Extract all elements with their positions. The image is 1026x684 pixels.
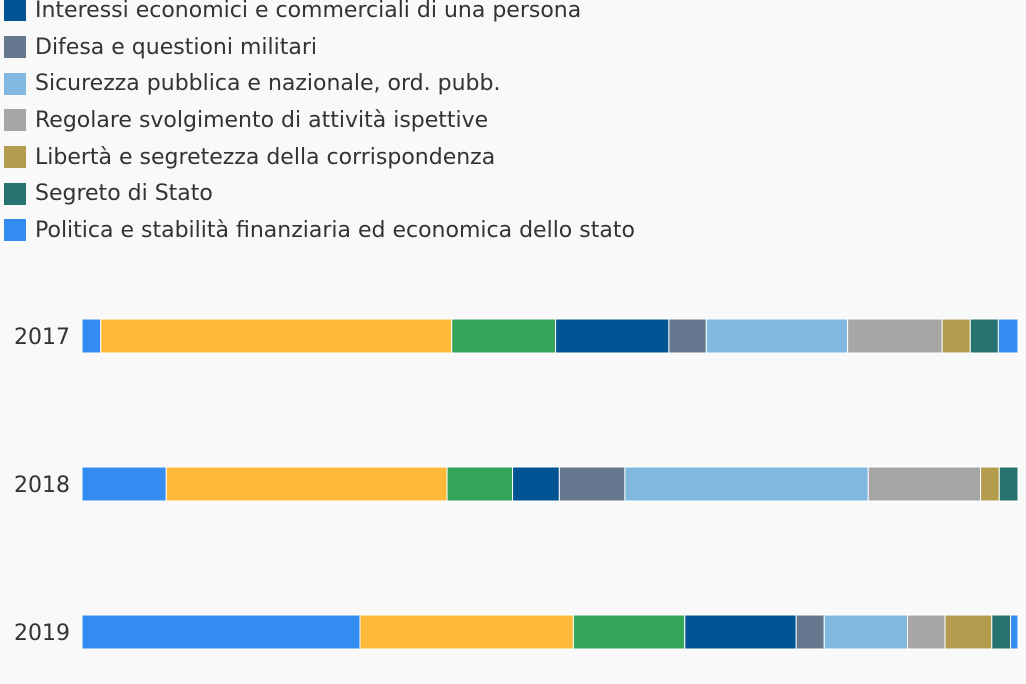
bar-segment-2019-5 xyxy=(823,614,909,650)
legend-label: Sicurezza pubblica e nazionale, ord. pub… xyxy=(35,71,501,97)
legend-item: Sicurezza pubblica e nazionale, ord. pub… xyxy=(4,65,635,102)
bar-segment-2019-4 xyxy=(795,614,825,650)
bar-segment-2017-4 xyxy=(668,318,707,354)
bar-segment-2019-1 xyxy=(359,614,574,650)
y-tick-label-2017: 2017 xyxy=(14,325,70,350)
legend-label: Difesa e questioni militari xyxy=(35,34,317,60)
bar-segment-2018-2 xyxy=(446,466,514,502)
legend-item: Segreto di Stato xyxy=(4,175,635,212)
bar-segment-2019-7 xyxy=(944,614,993,650)
bar-segment-2018-6 xyxy=(867,466,982,502)
bar-segment-2018-4 xyxy=(558,466,626,502)
bar-segment-2019-9 xyxy=(1010,614,1019,650)
legend-item: Politica e stabilità finanziaria ed econ… xyxy=(4,212,635,249)
legend-swatch xyxy=(4,72,26,95)
bar-segment-2018-7 xyxy=(980,466,1000,502)
y-axis-tick-labels: 2017 2018 2019 xyxy=(14,325,70,646)
bar-segment-2017-2 xyxy=(451,318,557,354)
bar-segment-2017-5 xyxy=(705,318,849,354)
bar-segment-2019-8 xyxy=(991,614,1012,650)
legend-swatch xyxy=(4,36,26,59)
bar-segment-2017-8 xyxy=(969,318,999,354)
bar-area xyxy=(81,318,1019,650)
y-tick-label-2018: 2018 xyxy=(14,473,70,498)
legend-swatch xyxy=(4,182,26,205)
legend-label: Politica e stabilità finanziaria ed econ… xyxy=(35,217,635,243)
bar-segment-2018-0 xyxy=(81,466,167,502)
legend-item: Interessi economici e commerciali di una… xyxy=(4,0,635,29)
legend-label: Libertà e segretezza della corrispondenz… xyxy=(35,144,496,170)
bar-segment-2017-6 xyxy=(847,318,943,354)
bar-segment-2017-0 xyxy=(81,318,102,354)
legend-item: Regolare svolgimento di attività ispetti… xyxy=(4,102,635,139)
bar-segment-2017-1 xyxy=(100,318,453,354)
y-tick-label-2019: 2019 xyxy=(14,621,70,646)
bar-segment-2019-0 xyxy=(81,614,361,650)
legend-swatch xyxy=(4,219,26,242)
bar-segment-2019-6 xyxy=(907,614,946,650)
legend-swatch xyxy=(4,109,26,132)
legend-label: Regolare svolgimento di attività ispetti… xyxy=(35,107,489,133)
legend: Interessi economici e commerciali di una… xyxy=(4,0,635,249)
bar-segment-2019-3 xyxy=(684,614,797,650)
legend-swatch xyxy=(4,0,26,22)
legend-swatch xyxy=(4,146,26,169)
bar-segment-2017-9 xyxy=(997,318,1019,354)
bar-segment-2017-3 xyxy=(555,318,670,354)
legend-item: Difesa e questioni militari xyxy=(4,29,635,66)
bar-segment-2019-2 xyxy=(572,614,686,650)
legend-label: Interessi economici e commerciali di una… xyxy=(35,0,582,23)
bar-segment-2018-8 xyxy=(998,466,1019,502)
bar-segment-2018-1 xyxy=(165,466,448,502)
bar-segment-2018-3 xyxy=(512,466,560,502)
bar-segment-2017-7 xyxy=(941,318,971,354)
legend-item: Libertà e segretezza della corrispondenz… xyxy=(4,139,635,176)
legend-label: Segreto di Stato xyxy=(35,181,213,207)
bar-segment-2018-5 xyxy=(624,466,869,502)
